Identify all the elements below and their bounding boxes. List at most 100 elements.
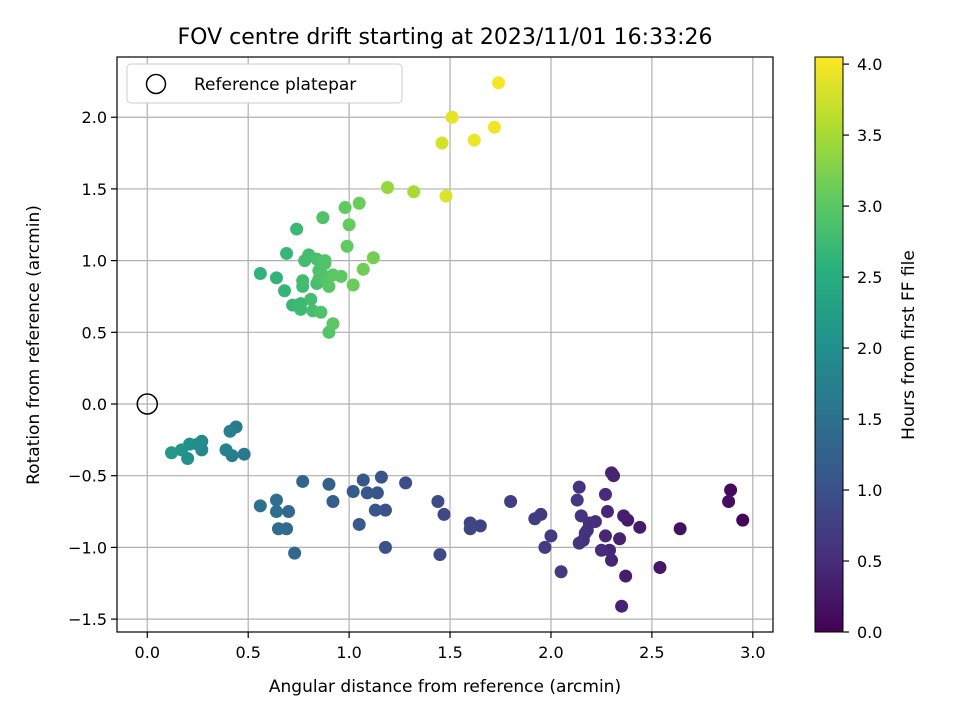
data-point: [439, 189, 453, 203]
x-axis-label: Angular distance from reference (arcmin): [269, 677, 621, 697]
data-point: [356, 473, 370, 487]
data-point: [294, 302, 308, 316]
data-point: [269, 505, 283, 519]
y-tick-label: 1.0: [82, 252, 107, 271]
data-point: [326, 495, 340, 509]
data-point: [288, 546, 302, 560]
data-point: [282, 505, 296, 519]
data-point: [491, 76, 505, 90]
colorbar-tick-label: 4.0: [857, 55, 882, 74]
x-tick-label: 3.0: [740, 643, 765, 662]
data-point: [615, 599, 629, 613]
grid-lines: [117, 57, 773, 632]
y-tick-label: 1.5: [82, 180, 107, 199]
data-point: [538, 540, 552, 554]
data-point: [598, 487, 612, 501]
data-point: [175, 443, 189, 457]
colorbar-tick-label: 3.5: [857, 126, 882, 145]
y-tick-label: 2.0: [82, 108, 107, 127]
data-point: [342, 218, 356, 232]
reference-marker: [136, 393, 159, 415]
y-tick-label: −1.5: [68, 610, 107, 629]
colorbar-label: Hours from first FF file: [899, 250, 919, 440]
data-point: [346, 278, 360, 292]
data-point: [253, 267, 267, 281]
data-point: [724, 483, 738, 497]
data-point: [437, 507, 451, 521]
x-tick-label: 0.0: [135, 643, 160, 662]
y-axis-ticks: −1.5 −1.0 −0.5 0.0 0.5 1.0 1.5 2.0: [68, 108, 117, 629]
data-point: [619, 569, 633, 583]
data-point: [322, 279, 336, 293]
data-point: [722, 495, 736, 509]
data-point: [504, 495, 518, 509]
data-point: [326, 317, 340, 331]
data-point: [334, 269, 348, 283]
data-point: [340, 239, 354, 253]
data-point: [316, 211, 330, 225]
colorbar-tick-label: 0.0: [857, 623, 882, 642]
data-point: [370, 486, 384, 500]
data-point: [253, 499, 267, 513]
data-point: [613, 532, 627, 546]
chart-title: FOV centre drift starting at 2023/11/01 …: [178, 25, 713, 50]
legend-reference-marker: [145, 73, 167, 95]
colorbar-tick-label: 3.0: [857, 197, 882, 216]
y-tick-label: 0.5: [82, 323, 107, 342]
data-point: [356, 262, 370, 276]
data-point: [487, 120, 501, 134]
colorbar: 0.0 0.5 1.0 1.5 2.0 2.5 3.0 3.5 4.0 Hours from f…: [814, 55, 919, 642]
x-axis-ticks: 0.0 0.5 1.0 1.5 2.0 2.5 3.0: [135, 632, 766, 662]
legend-box: [126, 63, 403, 104]
data-point: [605, 553, 619, 567]
data-point: [280, 246, 294, 260]
data-point: [237, 447, 251, 461]
data-point: [278, 284, 292, 298]
data-point: [368, 503, 382, 517]
data-point: [600, 505, 614, 519]
y-axis-label: Rotation from reference (arcmin): [24, 205, 44, 485]
data-point: [445, 110, 459, 124]
data-point: [223, 424, 237, 438]
data-point: [219, 443, 233, 457]
data-point: [736, 513, 750, 527]
reference-point: [136, 393, 159, 415]
data-point: [322, 477, 336, 491]
data-point: [346, 484, 360, 498]
data-point: [271, 522, 285, 536]
data-point: [407, 185, 421, 199]
data-point: [366, 251, 380, 265]
data-point: [473, 519, 487, 533]
data-point: [296, 474, 310, 488]
y-tick-label: 0.0: [82, 395, 107, 414]
data-points: [164, 76, 750, 613]
y-tick-label: −0.5: [68, 467, 107, 486]
y-tick-label: −1.0: [68, 538, 107, 557]
data-point: [352, 196, 366, 210]
data-point: [269, 493, 283, 507]
data-point: [318, 254, 332, 268]
data-point: [431, 495, 445, 509]
colorbar-tick-label: 1.0: [857, 481, 882, 500]
data-point: [653, 560, 667, 574]
data-point: [544, 529, 558, 543]
data-point: [269, 271, 283, 285]
legend-label-reference: Reference platepar: [194, 75, 356, 95]
data-point: [360, 486, 374, 500]
data-point: [304, 292, 318, 306]
colorbar-tick-label: 0.5: [857, 552, 882, 571]
data-point: [570, 493, 584, 507]
data-point: [338, 201, 352, 215]
colorbar-tick-label: 2.5: [857, 268, 882, 287]
data-point: [399, 476, 413, 490]
x-tick-label: 1.5: [437, 643, 462, 662]
data-point: [598, 529, 612, 543]
data-point: [296, 274, 310, 288]
x-tick-label: 0.5: [235, 643, 260, 662]
data-point: [374, 470, 388, 484]
data-point: [594, 543, 608, 557]
plot-frame: [116, 56, 774, 633]
data-point: [378, 540, 392, 554]
colorbar-gradient: [814, 56, 844, 633]
